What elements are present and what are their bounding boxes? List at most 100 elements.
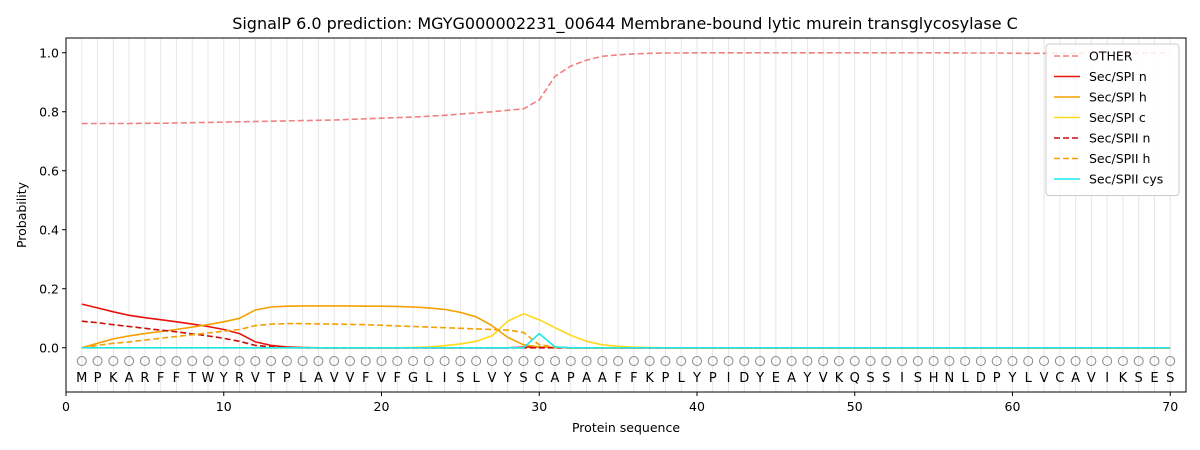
residue-marker — [1007, 356, 1018, 367]
legend-label: OTHER — [1089, 49, 1133, 64]
residue-marker — [423, 356, 434, 367]
residue-label: K — [1119, 371, 1128, 386]
residue-label: P — [283, 371, 291, 386]
x-axis-label: Protein sequence — [572, 420, 680, 435]
residue-marker — [202, 356, 213, 367]
residue-marker — [739, 356, 750, 367]
residue-marker — [565, 356, 576, 367]
residue-label: F — [630, 371, 637, 386]
residue-label: C — [535, 371, 544, 386]
residue-marker — [613, 356, 624, 367]
legend-label: Sec/SPII h — [1089, 151, 1150, 166]
residue-label: A — [125, 371, 134, 386]
residue-marker — [1102, 356, 1113, 367]
y-tick-label: 0.0 — [39, 340, 59, 355]
residue-label: I — [443, 371, 447, 386]
residue-label: L — [962, 371, 970, 386]
residue-marker — [218, 356, 229, 367]
residue-marker — [644, 356, 655, 367]
x-tick-label: 0 — [62, 399, 70, 414]
series-line-sec-spii-cys — [81, 332, 1171, 349]
residue-label: P — [709, 371, 717, 386]
residue-label: I — [900, 371, 904, 386]
residue-marker — [849, 356, 860, 367]
residue-label: A — [1071, 371, 1080, 386]
residue-marker — [928, 356, 939, 367]
residue-label: A — [551, 371, 560, 386]
chart-title: SignalP 6.0 prediction: MGYG000002231_00… — [232, 14, 1018, 34]
plot-area — [65, 37, 1187, 393]
residue-label: F — [394, 371, 401, 386]
legend-label: Sec/SPI c — [1089, 110, 1146, 125]
residue-label: T — [266, 371, 275, 386]
legend: OTHER Sec/SPI n Sec/SPI h Sec/SPI c Sec/SPII… — [1045, 43, 1180, 196]
residue-marker — [408, 356, 419, 367]
y-tick-label: 0.6 — [39, 163, 59, 178]
series-line-other — [81, 51, 1171, 125]
residue-label: R — [235, 371, 244, 386]
residue-marker — [676, 356, 687, 367]
residue-label: Q — [850, 371, 860, 386]
residue-marker — [187, 356, 198, 367]
x-tick-label: 50 — [847, 399, 863, 414]
legend-label: Sec/SPI n — [1089, 69, 1147, 84]
residue-marker — [865, 356, 876, 367]
residue-marker — [802, 356, 813, 367]
residue-marker — [975, 356, 986, 367]
residue-label: A — [787, 371, 796, 386]
grid-lines — [81, 38, 1171, 392]
residue-label: V — [1087, 371, 1096, 386]
residue-label: F — [614, 371, 621, 386]
residue-marker — [755, 356, 766, 367]
legend-label: Sec/SPI h — [1089, 90, 1147, 105]
residue-marker — [1054, 356, 1065, 367]
residue-marker — [581, 356, 592, 367]
residue-marker — [1023, 356, 1034, 367]
series-line-sec-spii-n — [81, 320, 1171, 349]
residue-marker — [991, 356, 1002, 367]
residue-marker — [139, 356, 150, 367]
series-layer — [81, 51, 1171, 349]
residue-marker — [897, 356, 908, 367]
legend-label: Sec/SPII n — [1089, 131, 1150, 146]
residue-marker — [660, 356, 671, 367]
residue-marker — [723, 356, 734, 367]
residue-label: F — [362, 371, 369, 386]
residue-label: Y — [503, 371, 512, 386]
residue-marker — [439, 356, 450, 367]
residue-label: S — [1166, 371, 1174, 386]
residue-marker — [1133, 356, 1144, 367]
residue-marker — [818, 356, 829, 367]
residue-label: I — [1105, 371, 1109, 386]
series-line-sec-spi-n — [81, 303, 1171, 349]
residue-marker — [392, 356, 403, 367]
residue-marker — [234, 356, 245, 367]
y-tick-label: 0.4 — [39, 222, 59, 237]
residue-label: Y — [755, 371, 764, 386]
residue-label: S — [456, 371, 464, 386]
residue-marker — [502, 356, 513, 367]
residue-label: S — [914, 371, 922, 386]
residue-marker — [691, 356, 702, 367]
residue-label: N — [945, 371, 955, 386]
residue-marker — [770, 356, 781, 367]
axis-ticks: 0 10 20 30 40 50 60 70 0.0 0.2 0.4 0.6 0.8 1.0 — [39, 45, 1178, 414]
residue-label: Y — [1008, 371, 1017, 386]
residue-label: Y — [802, 371, 811, 386]
residue-label: E — [772, 371, 780, 386]
residue-marker — [344, 356, 355, 367]
residue-marker — [250, 356, 261, 367]
residue-label: A — [582, 371, 591, 386]
residue-marker — [912, 356, 923, 367]
residue-marker — [518, 356, 529, 367]
residue-label: E — [1150, 371, 1158, 386]
residue-label: D — [976, 371, 986, 386]
residue-label: V — [330, 371, 339, 386]
residue-marker — [266, 356, 277, 367]
residue-label: H — [929, 371, 939, 386]
residue-marker — [1070, 356, 1081, 367]
residue-marker — [1149, 356, 1160, 367]
residue-marker — [124, 356, 135, 367]
